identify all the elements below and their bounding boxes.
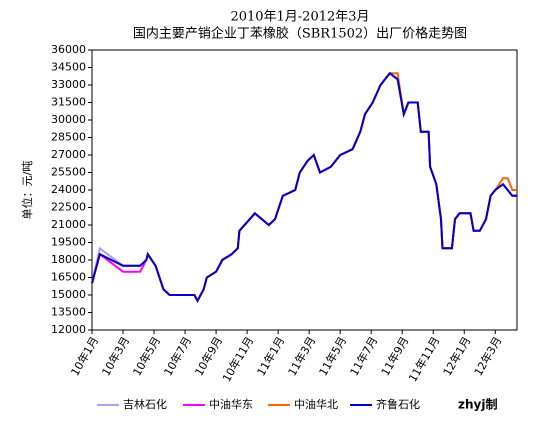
x-tick-label: 11年9月 (378, 334, 412, 378)
y-tick-label: 13500 (51, 306, 86, 319)
x-tick-label: 12年3月 (471, 334, 505, 378)
legend-label: 齐鲁石化 (376, 397, 420, 411)
credit: zhyj制 (458, 397, 497, 412)
legend-label: 吉林石化 (123, 397, 167, 411)
plot-area (91, 49, 518, 331)
x-tick-label: 10年7月 (161, 334, 195, 378)
chart-subtitle: 国内主要产销企业丁苯橡胶（SBR1502）出厂价格走势图 (133, 26, 467, 42)
y-tick-label: 31500 (51, 96, 86, 109)
y-tick-label: 18000 (51, 253, 86, 266)
y-tick-label: 19500 (51, 236, 86, 249)
x-tick-label: 11年1月 (254, 334, 288, 378)
y-tick-label: 15000 (51, 288, 86, 301)
y-tick-label: 27000 (51, 148, 86, 161)
x-tick-label: 12年1月 (440, 334, 474, 378)
legend-label: 中油华北 (294, 397, 338, 411)
y-tick-label: 25500 (51, 166, 86, 179)
series-line (91, 71, 517, 303)
y-tick-label: 24000 (51, 183, 86, 196)
y-tick-label: 30000 (51, 113, 86, 126)
x-tick-label: 10年1月 (68, 334, 102, 378)
y-tick-label: 36000 (51, 43, 86, 56)
chart-title: 2010年1月-2012年3月 (230, 10, 369, 25)
legend-label: 中油华东 (209, 397, 253, 411)
y-tick-label: 21000 (51, 218, 86, 231)
x-tick-label: 10年9月 (192, 334, 226, 378)
y-tick-label: 34500 (51, 61, 86, 74)
x-tick-label: 10年3月 (99, 334, 133, 378)
x-tick-label: 10年5月 (130, 334, 164, 378)
x-tick-label: 11年5月 (316, 334, 350, 378)
y-tick-label: 22500 (51, 201, 86, 214)
y-axis-label: 单位：元/吨 (20, 161, 34, 220)
x-tick-label: 11年3月 (285, 334, 319, 378)
y-tick-label: 28500 (51, 131, 86, 144)
y-tick-label: 12000 (51, 323, 86, 336)
x-tick-label: 11年7月 (347, 334, 381, 378)
y-tick-label: 16500 (51, 271, 86, 284)
y-tick-label: 33000 (51, 78, 86, 91)
